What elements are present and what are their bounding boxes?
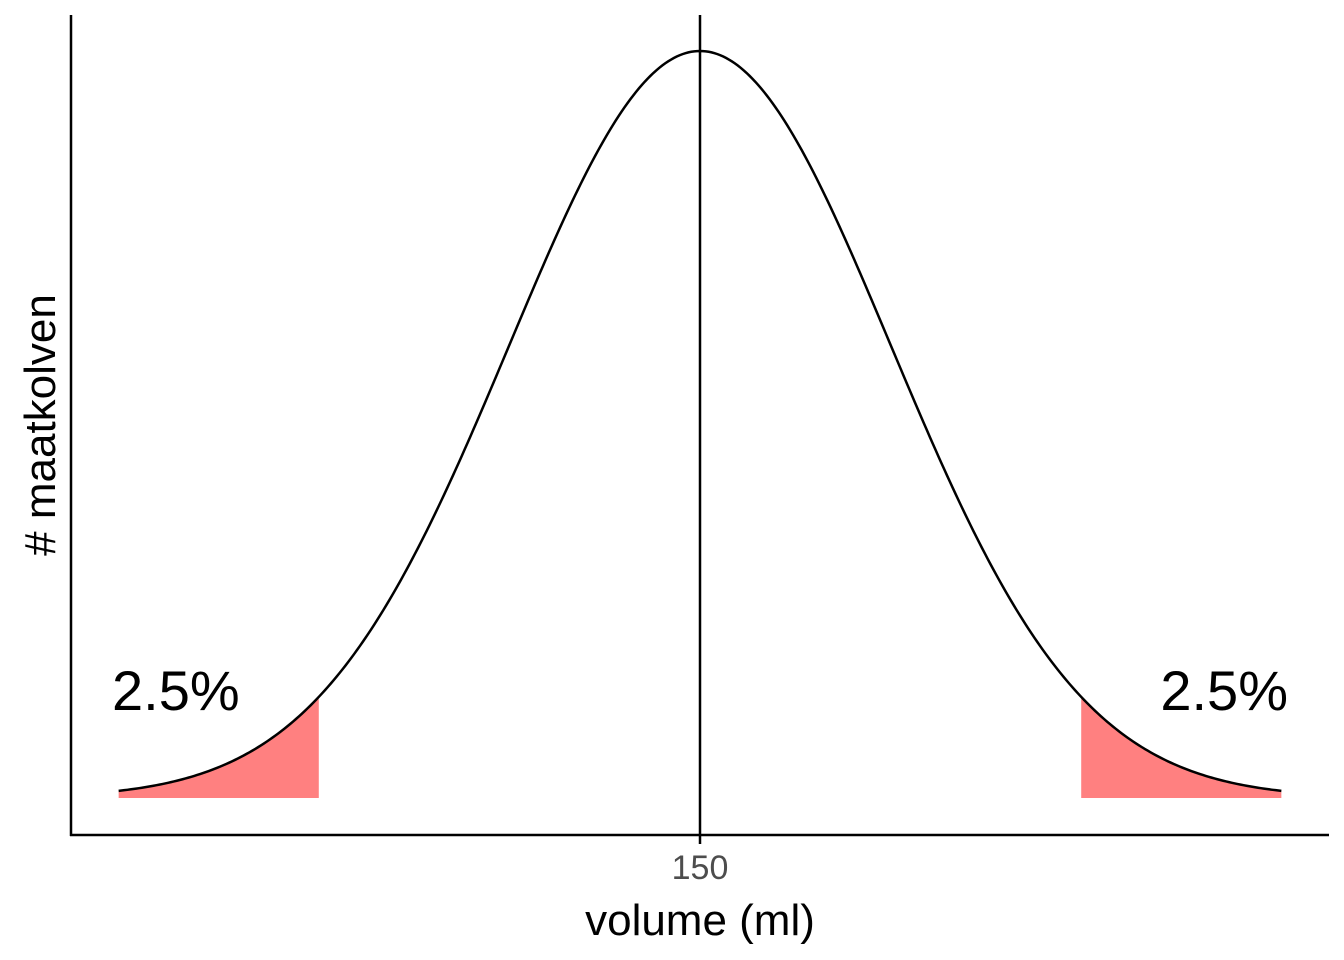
x-axis-title: volume (ml) (585, 896, 815, 945)
x-axis-ticks: 150 (672, 835, 729, 887)
y-axis-title: # maatkolven (16, 294, 65, 556)
percentage-annotations: 2.5% 2.5% (112, 659, 1288, 722)
left-tail-area (118, 696, 319, 798)
annotation-right: 2.5% (1160, 659, 1288, 722)
annotation-left: 2.5% (112, 659, 240, 722)
right-tail-area (1081, 696, 1282, 798)
x-tick-label: 150 (672, 849, 729, 887)
tail-areas (118, 696, 1282, 798)
